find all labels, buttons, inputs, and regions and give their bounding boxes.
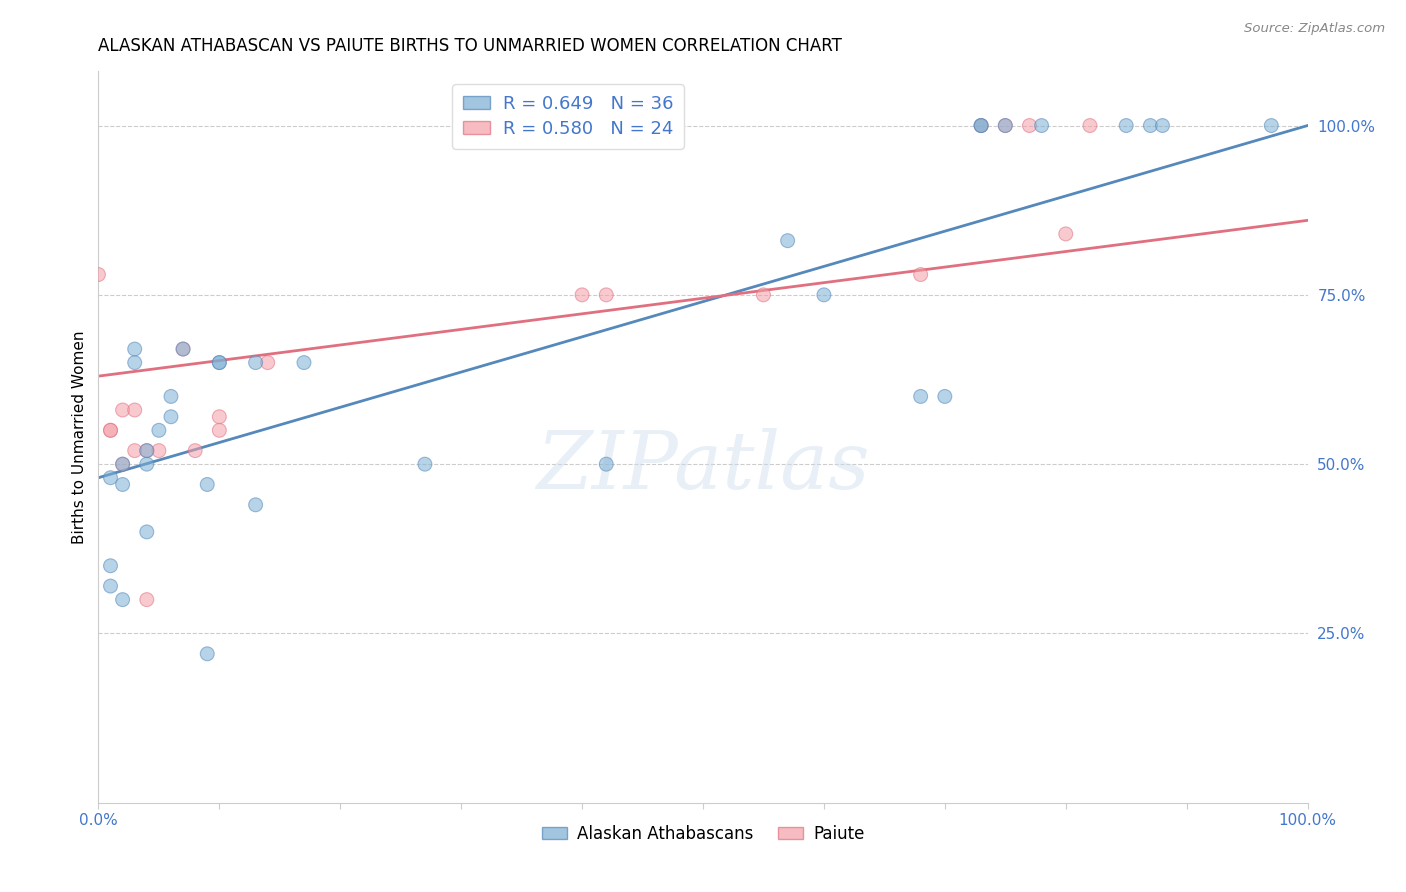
- Point: [970, 119, 993, 133]
- Point: [195, 477, 218, 491]
- Point: [1031, 119, 1053, 133]
- Point: [208, 409, 231, 424]
- Point: [994, 119, 1017, 133]
- Y-axis label: Births to Unmarried Women: Births to Unmarried Women: [72, 330, 87, 544]
- Point: [776, 234, 799, 248]
- Point: [111, 403, 134, 417]
- Point: [413, 457, 436, 471]
- Point: [292, 355, 315, 369]
- Point: [813, 288, 835, 302]
- Point: [172, 342, 194, 356]
- Point: [160, 389, 183, 403]
- Point: [184, 443, 207, 458]
- Point: [87, 268, 110, 282]
- Point: [1260, 119, 1282, 133]
- Point: [124, 342, 146, 356]
- Point: [111, 477, 134, 491]
- Point: [148, 423, 170, 437]
- Point: [910, 268, 932, 282]
- Point: [135, 592, 157, 607]
- Point: [934, 389, 956, 403]
- Point: [100, 471, 122, 485]
- Point: [970, 119, 993, 133]
- Point: [100, 423, 122, 437]
- Point: [208, 423, 231, 437]
- Text: Source: ZipAtlas.com: Source: ZipAtlas.com: [1244, 22, 1385, 36]
- Point: [195, 647, 218, 661]
- Point: [595, 288, 617, 302]
- Point: [994, 119, 1017, 133]
- Point: [245, 498, 267, 512]
- Point: [1139, 119, 1161, 133]
- Point: [148, 443, 170, 458]
- Point: [124, 355, 146, 369]
- Point: [111, 457, 134, 471]
- Point: [256, 355, 278, 369]
- Point: [1078, 119, 1101, 133]
- Point: [135, 524, 157, 539]
- Point: [1115, 119, 1137, 133]
- Point: [124, 443, 146, 458]
- Point: [1054, 227, 1077, 241]
- Point: [752, 288, 775, 302]
- Point: [111, 457, 134, 471]
- Point: [245, 355, 267, 369]
- Point: [100, 558, 122, 573]
- Point: [135, 457, 157, 471]
- Point: [1018, 119, 1040, 133]
- Point: [910, 389, 932, 403]
- Point: [208, 355, 231, 369]
- Point: [100, 579, 122, 593]
- Point: [571, 288, 593, 302]
- Point: [111, 592, 134, 607]
- Point: [595, 457, 617, 471]
- Point: [172, 342, 194, 356]
- Text: ALASKAN ATHABASCAN VS PAIUTE BIRTHS TO UNMARRIED WOMEN CORRELATION CHART: ALASKAN ATHABASCAN VS PAIUTE BIRTHS TO U…: [98, 37, 842, 54]
- Point: [135, 443, 157, 458]
- Point: [124, 403, 146, 417]
- Point: [1152, 119, 1174, 133]
- Point: [135, 443, 157, 458]
- Point: [208, 355, 231, 369]
- Point: [100, 423, 122, 437]
- Legend: Alaskan Athabascans, Paiute: Alaskan Athabascans, Paiute: [534, 818, 872, 849]
- Text: ZIPatlas: ZIPatlas: [536, 427, 870, 505]
- Point: [970, 119, 993, 133]
- Point: [160, 409, 183, 424]
